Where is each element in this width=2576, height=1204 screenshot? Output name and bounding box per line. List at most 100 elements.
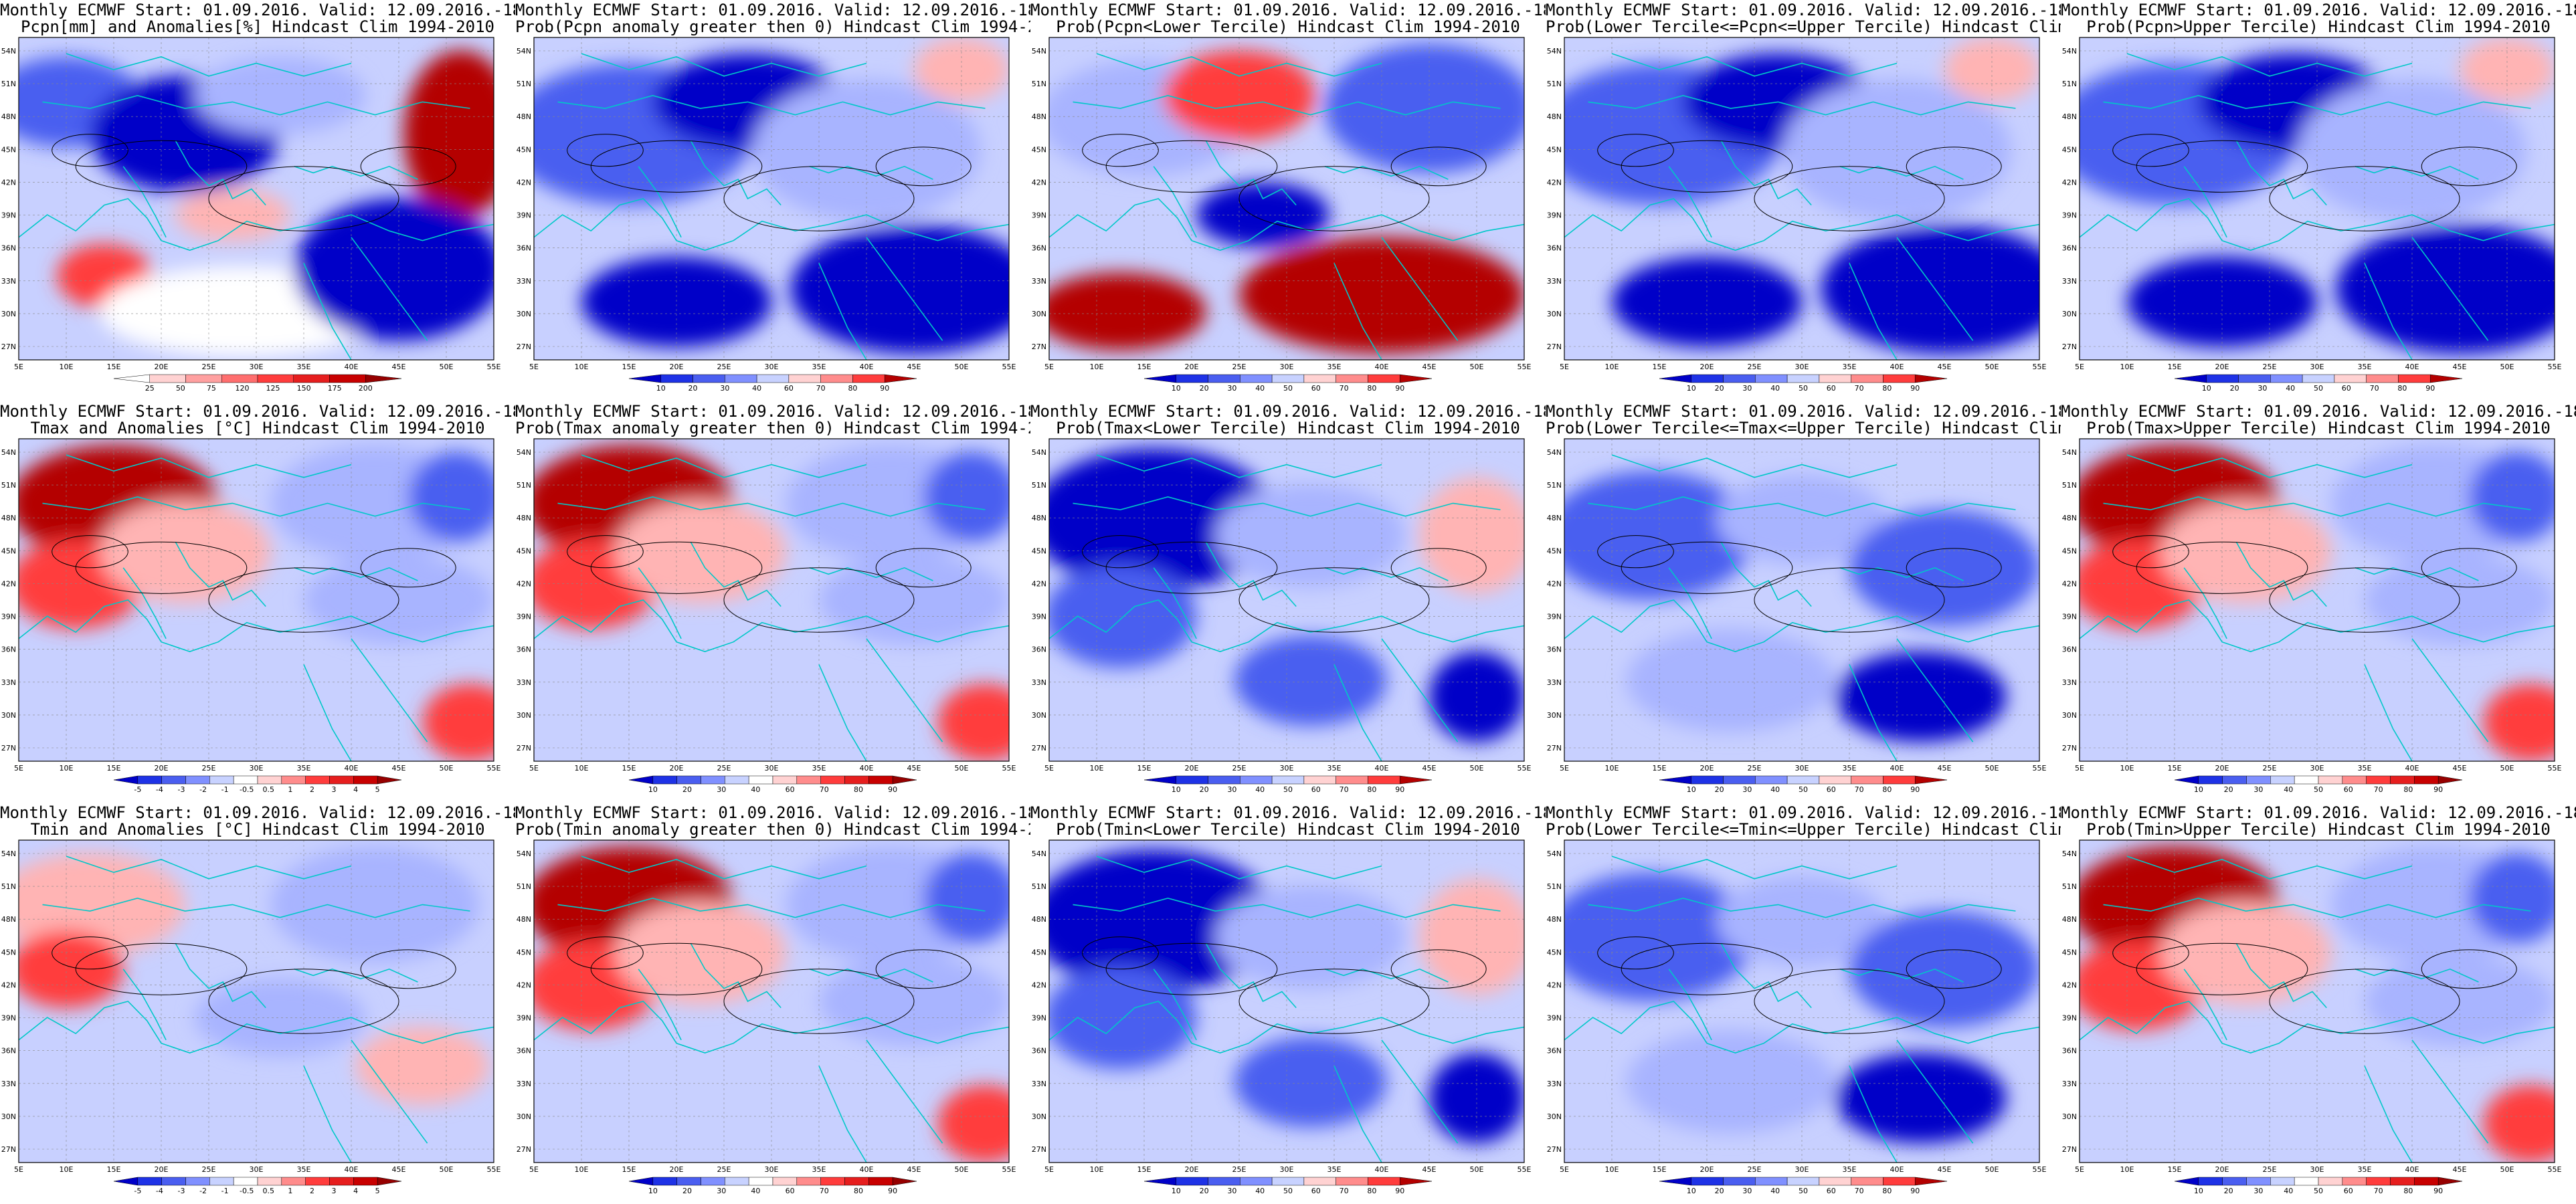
field-blob (422, 684, 494, 761)
field-blob (1049, 448, 1277, 591)
colorbar-tick-label: 10 (1172, 785, 1181, 794)
coastline (1896, 638, 1974, 742)
colorbar-swatch (2390, 1177, 2415, 1186)
latitude-tick-label: 33N (2062, 1080, 2077, 1088)
colorbar-swatch (725, 374, 757, 383)
colorbar-tick-label: 50 (1283, 785, 1293, 794)
longitude-tick-label: 45E (1938, 1165, 1952, 1174)
colorbar-swatch (820, 374, 853, 383)
colorbar-tick-label: 175 (328, 384, 342, 393)
field-blob (1215, 885, 1406, 989)
latitude-tick-label: 51N (517, 882, 531, 891)
colorbar-tick-label: 20 (1715, 785, 1724, 794)
latitude-tick-label: 51N (1032, 80, 1046, 88)
longitude-tick-label: 25E (202, 764, 216, 773)
latitude-tick-label: 51N (1547, 882, 1562, 891)
colorbar-swatch (892, 775, 917, 785)
colorbar-swatch (113, 775, 139, 785)
colorbar-tick-label: -3 (178, 785, 185, 794)
longitude-tick-label: 40E (2405, 1165, 2419, 1174)
field-blob (2460, 37, 2555, 102)
colorbar-swatch (868, 775, 893, 785)
coastline (19, 198, 494, 251)
latitude-tick-label: 48N (517, 112, 531, 121)
field-blob (194, 56, 366, 134)
longitude-tick-label: 40E (1890, 1165, 1904, 1174)
colorbar-tick-label: 60 (2344, 1187, 2353, 1195)
contour-line (1105, 541, 1278, 594)
coastline (1324, 165, 1449, 180)
colorbar-tick-label: 40 (1770, 1187, 1780, 1195)
colorbar-swatch (1303, 1177, 1336, 1186)
colorbar-tick-label: -1 (221, 1187, 229, 1195)
colorbar-tick-label: 10 (2194, 785, 2203, 794)
latitude-tick-label: 48N (2062, 112, 2077, 121)
map-frame (1564, 37, 2040, 361)
panel-title-line2: Prob(Pcpn<Lower Tercile) Hindcast Clim 1… (1056, 17, 1520, 36)
longitude-tick-label: 30E (250, 363, 264, 371)
colorbar-swatch (748, 1177, 773, 1186)
map-panel-tmin-4: Monthly ECMWF Start: 01.09.2016. Valid: … (1546, 803, 2061, 1204)
coastline (1049, 599, 1524, 652)
latitude-tick-label: 33N (1547, 678, 1562, 687)
colorbar-tick-label: 90 (2425, 384, 2435, 393)
latitude-tick-label: 33N (1547, 1080, 1562, 1088)
colorbar-tick-label: 30 (1742, 1187, 1752, 1195)
colorbar-swatch (1851, 1177, 1883, 1186)
contour-line (1390, 146, 1487, 187)
longitude-tick-label: 15E (107, 363, 121, 371)
panel-title-line2: Prob(Lower Tercile<=Pcpn<=Upper Tercile)… (1546, 17, 2061, 36)
latitude-tick-label: 54N (517, 849, 531, 858)
colorbar-swatch (1176, 374, 1208, 383)
colorbar-swatch (137, 775, 162, 785)
colorbar-swatch (1914, 1177, 1948, 1186)
latitude-tick-label: 27N (2062, 744, 2077, 752)
coastline (2235, 140, 2327, 206)
longitude-tick-label: 10E (1090, 363, 1104, 371)
coastline (122, 969, 167, 1041)
colorbar-tick-label: 90 (1395, 1187, 1404, 1195)
longitude-tick-label: 30E (250, 1165, 264, 1174)
colorbar-swatch (844, 1177, 869, 1186)
coastline (1896, 1039, 1974, 1144)
contour-line (52, 535, 128, 569)
colorbar-tick-label: 1 (288, 1187, 292, 1195)
colorbar-swatch (185, 1177, 210, 1186)
coastline (1564, 599, 2039, 652)
colorbar-swatch (2270, 1177, 2295, 1186)
latitude-tick-label: 33N (517, 277, 531, 286)
longitude-tick-label: 35E (1843, 764, 1857, 773)
longitude-tick-label: 30E (2310, 1165, 2324, 1174)
longitude-tick-label: 10E (1090, 764, 1104, 773)
latitude-tick-label: 42N (2062, 981, 2077, 989)
latitude-tick-label: 51N (1032, 481, 1046, 490)
coastline (66, 856, 352, 880)
contour-line (875, 146, 972, 187)
colorbar-tick-label: 80 (1367, 384, 1376, 393)
latitude-tick-label: 33N (1032, 1080, 1046, 1088)
field-blob (923, 452, 1009, 542)
coastline (1668, 567, 1712, 639)
latitude-tick-label: 27N (1, 1145, 16, 1154)
contour-line (590, 541, 763, 594)
contour-line (2269, 969, 2460, 1034)
colorbar-swatch (353, 775, 378, 785)
colorbar-tick-label: 60 (784, 384, 794, 393)
longitude-tick-label: 45E (2453, 363, 2467, 371)
longitude-tick-label: 35E (1327, 363, 1342, 371)
latitude-tick-label: 30N (1032, 1112, 1046, 1121)
coastline (2235, 942, 2327, 1009)
colorbar-tick-label: 60 (2344, 785, 2353, 794)
coastline (294, 968, 418, 983)
field-blob (1234, 1037, 1387, 1127)
field-blob (1049, 849, 1277, 992)
latitude-tick-label: 51N (1, 80, 16, 88)
map-panel-pcpn-3: Monthly ECMWF Start: 01.09.2016. Valid: … (1030, 0, 1546, 401)
colorbar-swatch (788, 374, 821, 383)
colorbar-tick-label: 30 (2258, 384, 2267, 393)
latitude-tick-label: 42N (1547, 981, 1562, 989)
latitude-tick-label: 42N (1547, 579, 1562, 588)
colorbar-tick-label: 70 (2370, 384, 2379, 393)
colorbar-swatch (1143, 775, 1177, 785)
